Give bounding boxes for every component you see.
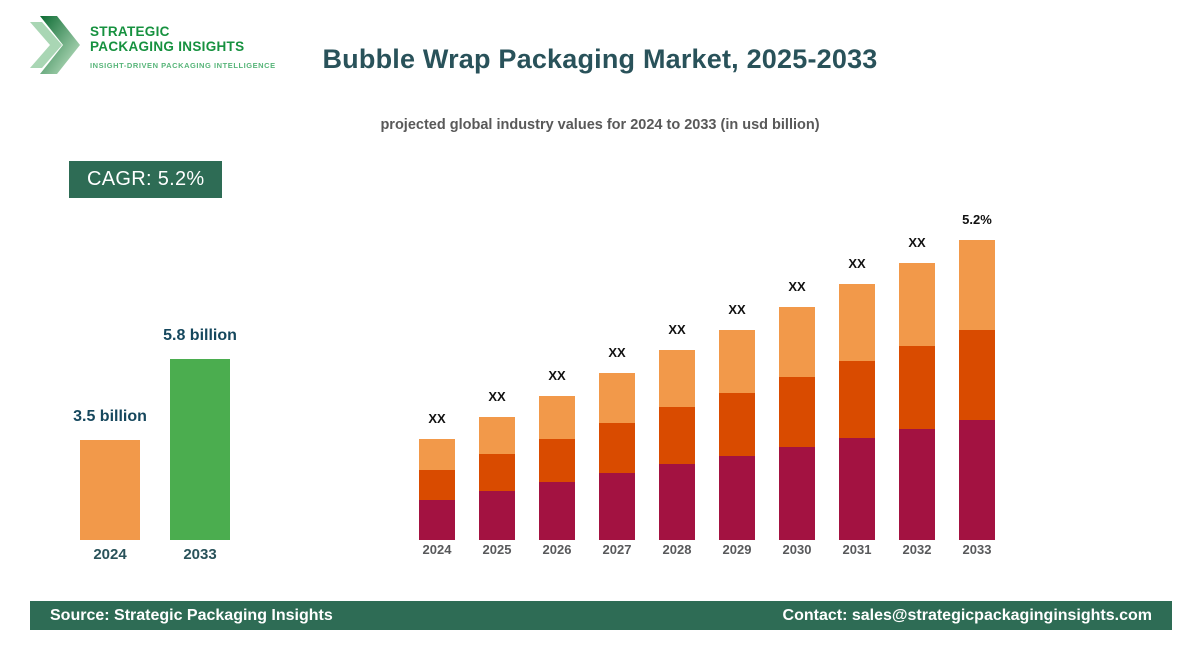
bar-top-label: XX [908,235,926,250]
axis-year-label: 2029 [722,542,752,557]
bar-segment-segment-middle [539,439,575,482]
stacked-bar-column: XX 2027 [599,200,635,557]
brand-chevron-icon [30,16,80,79]
stacked-bar-column: XX 2031 [839,200,875,557]
bar-top-label: XX [668,322,686,337]
brand-logo-text: STRATEGIC PACKAGING INSIGHTS INSIGHT-DRI… [90,24,276,71]
bar-segment-segment-bottom [719,456,755,540]
stacked-bar [779,307,815,540]
bar-top-label: XX [848,256,866,271]
bar-segment-segment-bottom [899,429,935,540]
bar-segment-segment-bottom [419,500,455,540]
bar-segment-segment-bottom [479,491,515,540]
axis-year-label: 2030 [782,542,812,557]
axis-year-label: 2024 [93,546,127,563]
axis-year-label: 2025 [482,542,512,557]
page-subtitle: projected global industry values for 202… [380,117,820,133]
summary-bar-column: 5.8 billion 2033 [163,300,237,563]
stacked-bar-column: XX 2024 [419,200,455,557]
axis-year-label: 2033 [962,542,992,557]
bar-top-label: XX [788,279,806,294]
bar-segment-segment-middle [839,361,875,438]
bar-segment-segment-middle [959,330,995,420]
bar-segment-segment-middle [479,454,515,491]
stacked-bar [419,439,455,540]
stacked-bar [659,350,695,540]
stacked-bar [839,284,875,540]
stacked-bar-column: XX 2030 [779,200,815,557]
bar-segment-segment-top [539,396,575,439]
bar-segment-segment-middle [719,393,755,456]
brand-name-line1: STRATEGIC [90,24,170,39]
bar-value-label: 5.8 billion [163,327,237,344]
brand-name-line2: PACKAGING INSIGHTS [90,38,245,54]
footer-source: Source: Strategic Packaging Insights [50,606,333,624]
axis-year-label: 2027 [602,542,632,557]
bar-value-label: 3.5 billion [73,408,147,425]
bar-segment-segment-bottom [659,464,695,540]
summary-bar [170,359,230,540]
page-title: Bubble Wrap Packaging Market, 2025-2033 [322,44,878,74]
bar-segment-segment-top [479,417,515,454]
bar-segment-segment-top [659,350,695,407]
bar-top-label: XX [728,302,746,317]
summary-chart: 3.5 billion 2024 5.8 billion 2033 [73,300,237,563]
axis-year-label: 2024 [422,542,452,557]
bar-segment-segment-bottom [839,438,875,540]
bar-segment-segment-bottom [779,447,815,540]
bar-segment-segment-middle [899,346,935,429]
stacked-bar-column: XX 2028 [659,200,695,557]
bar-segment-segment-top [719,330,755,393]
axis-year-label: 2028 [662,542,692,557]
bar-segment-segment-bottom [539,482,575,540]
bar-segment-segment-top [959,240,995,330]
stacked-bar-column: XX 2029 [719,200,755,557]
stacked-bar-column: XX 2026 [539,200,575,557]
bar-segment-segment-middle [779,377,815,447]
bar-segment-segment-middle [419,470,455,500]
stacked-bar [539,396,575,540]
stacked-bar [899,263,935,540]
cagr-badge: CAGR: 5.2% [69,161,223,198]
yearly-stacked-chart: XX 2024 XX 2025 XX 2026 XX 2027 XX 2028 XX 2029 XX 20… [419,200,995,557]
bar-segment-segment-top [899,263,935,346]
bar-top-label: XX [488,389,506,404]
axis-year-label: 2033 [183,546,217,563]
stacked-bar-column: 5.2% 2033 [959,200,995,557]
stacked-bar-column: XX 2025 [479,200,515,557]
bar-segment-segment-bottom [599,473,635,540]
bar-top-label: XX [608,345,626,360]
footer-contact: Contact: sales@strategicpackaginginsight… [782,606,1152,624]
stacked-bar [479,417,515,540]
axis-year-label: 2031 [842,542,872,557]
bar-segment-segment-top [839,284,875,361]
bar-top-label: XX [548,368,566,383]
brand-tagline: INSIGHT-DRIVEN PACKAGING INTELLIGENCE [90,61,276,71]
stacked-bar-column: XX 2032 [899,200,935,557]
stacked-bar [719,330,755,540]
bar-segment-segment-bottom [959,420,995,540]
footer-bar: Source: Strategic Packaging Insights Con… [30,601,1172,630]
brand-logo: STRATEGIC PACKAGING INSIGHTS INSIGHT-DRI… [30,16,276,79]
axis-year-label: 2032 [902,542,932,557]
bar-segment-segment-middle [599,423,635,473]
stacked-bar [959,240,995,540]
axis-year-label: 2026 [542,542,572,557]
summary-bar [80,440,140,540]
bar-segment-segment-top [599,373,635,423]
summary-bar-column: 3.5 billion 2024 [73,300,147,563]
stacked-bar [599,373,635,540]
bar-top-label: 5.2% [962,212,992,227]
bar-segment-segment-top [419,439,455,470]
bar-segment-segment-top [779,307,815,377]
bar-segment-segment-middle [659,407,695,464]
bar-top-label: XX [428,411,446,426]
